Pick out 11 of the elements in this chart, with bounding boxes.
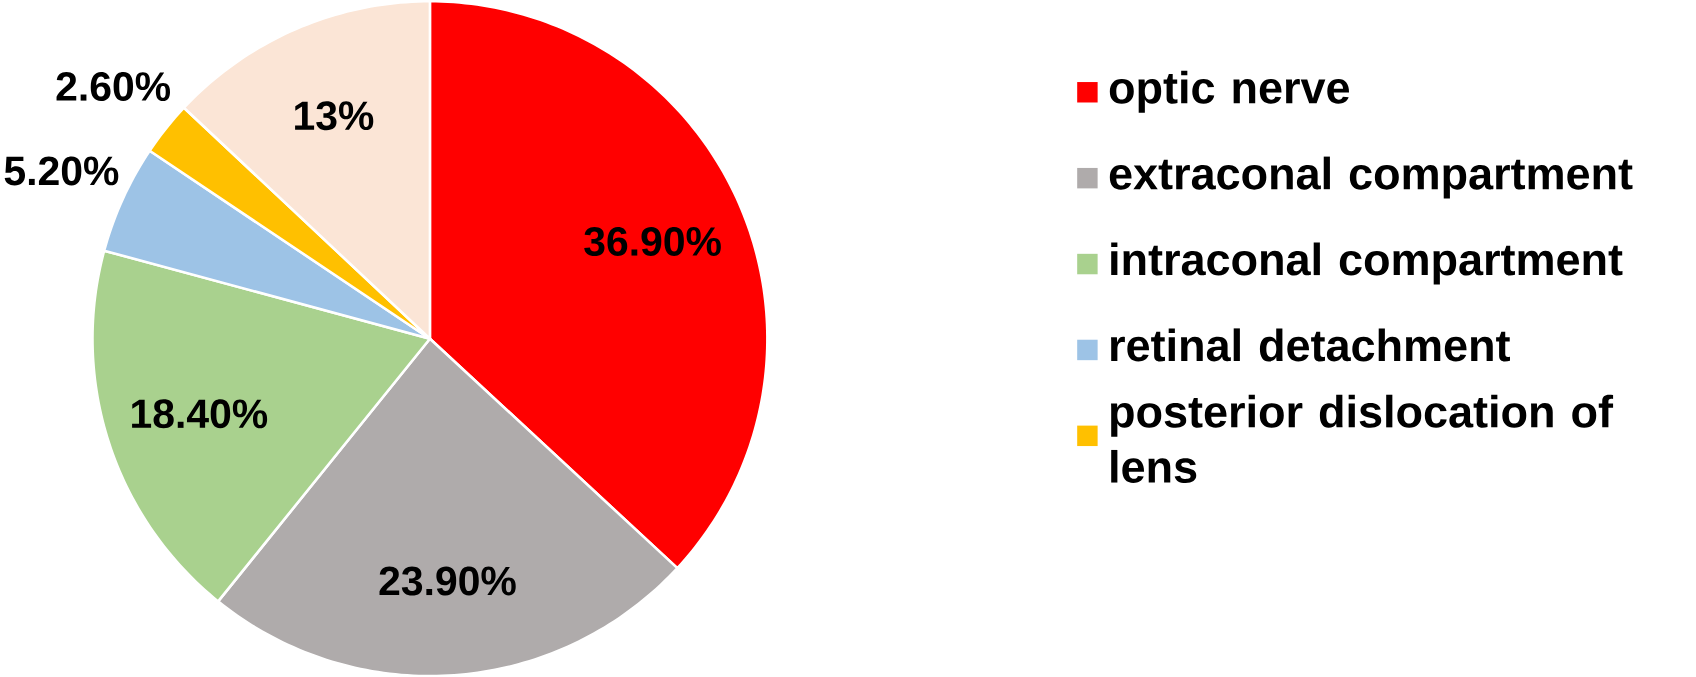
legend-label: optic nerve [1109,70,1350,113]
data-label: 18.40% [132,399,268,429]
data-label: 23.90% [379,566,516,596]
data-label: 5.20% [4,156,119,186]
legend-label: retinal detachment [1111,328,1510,362]
data-label: 36.90% [584,226,721,256]
legend-label: intraconal compartment [1111,242,1623,285]
legend-label: extraconal compartment [1109,156,1633,199]
legend-label: posterior dislocation of lens [1111,394,1614,483]
data-label: 2.60% [56,71,171,101]
data-label: 13% [295,101,374,131]
